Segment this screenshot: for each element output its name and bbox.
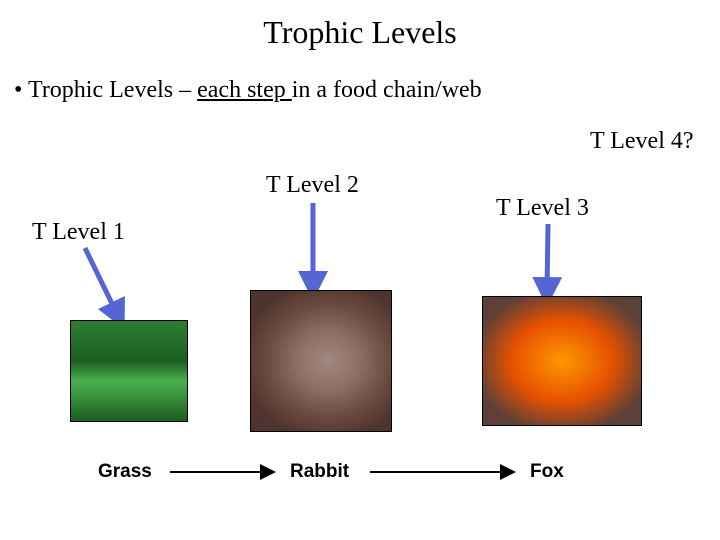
bullet-emphasis: each step bbox=[197, 77, 292, 103]
label-t-level-4: T Level 4? bbox=[590, 128, 694, 155]
label-t-level-2: T Level 2 bbox=[266, 172, 359, 199]
arrow-a1 bbox=[85, 248, 118, 316]
grass-image bbox=[70, 320, 188, 422]
bullet-prefix: Trophic Levels – bbox=[28, 77, 197, 103]
bullet-suffix: in a food chain/web bbox=[292, 77, 482, 103]
chain-label-grass: Grass bbox=[98, 461, 152, 483]
rabbit-image bbox=[250, 290, 392, 432]
fox-image bbox=[482, 296, 642, 426]
chain-label-rabbit: Rabbit bbox=[290, 461, 349, 483]
label-t-level-1: T Level 1 bbox=[32, 219, 125, 246]
arrow-a3 bbox=[547, 224, 548, 292]
page-title: Trophic Levels bbox=[0, 0, 720, 51]
definition-bullet: Trophic Levels – each step in a food cha… bbox=[0, 51, 720, 104]
chain-label-fox: Fox bbox=[530, 461, 564, 483]
label-t-level-3: T Level 3 bbox=[496, 195, 589, 222]
